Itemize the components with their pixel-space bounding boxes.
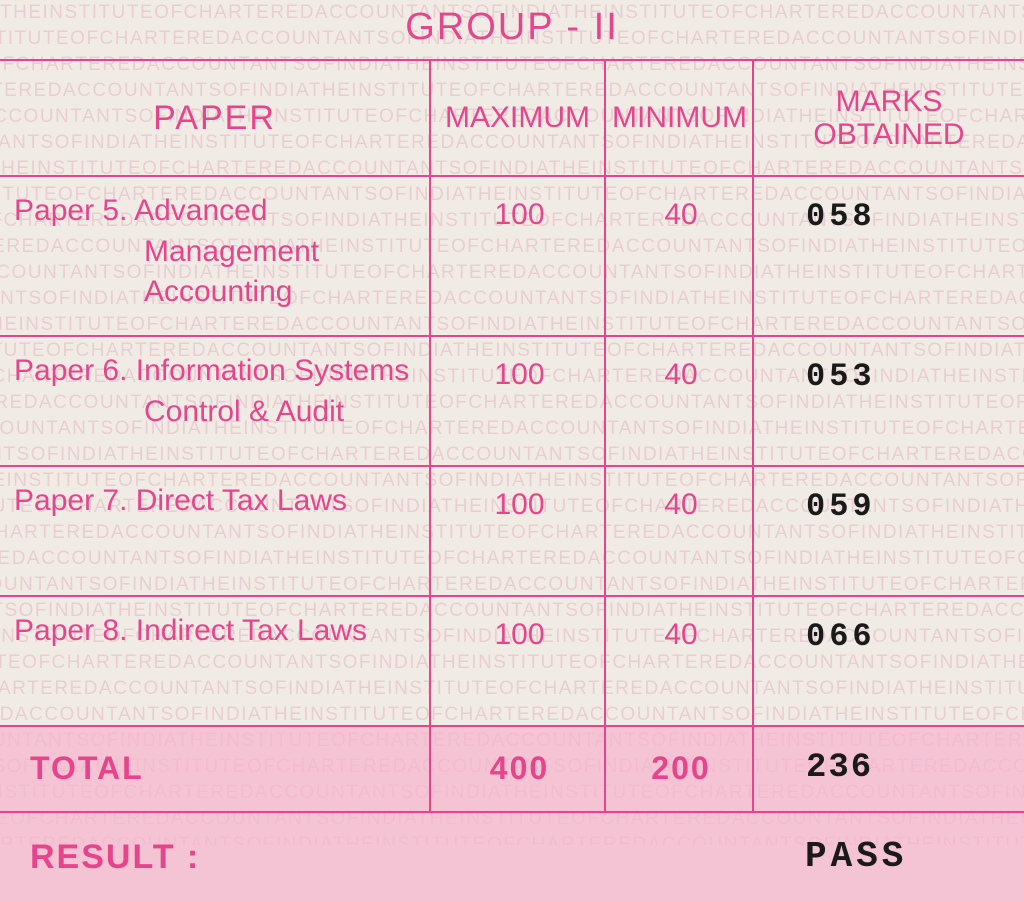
cell-paper: Paper 5. Advanced ManagementAccounting [0,176,430,336]
marks-table: PAPER MAXIMUM MINIMUM MARKSOBTAINED Pape… [0,59,1024,902]
cell-maximum: 100 [430,466,605,596]
cell-obtained: 058 [753,176,1024,336]
paper-label: Paper 8. [14,611,127,652]
paper-name-line: Accounting [14,272,419,313]
col-header-obtained: MARKSOBTAINED [753,60,1024,176]
marks-sheet: GROUP - II PAPER MAXIMUM MINIMUM MARKSOB… [0,0,1024,845]
paper-label: Paper 5. [14,191,127,232]
paper-name-line: Management [14,232,419,273]
table-row: Paper 6. Information Systems Control & Au… [0,336,1024,466]
table-row: Paper 5. Advanced ManagementAccounting 100… [0,176,1024,336]
cell-paper: Paper 7. Direct Tax Laws [0,466,430,596]
cell-minimum: 40 [605,596,753,726]
col-header-minimum: MINIMUM [605,60,753,176]
cell-obtained: 059 [753,466,1024,596]
paper-name-line: Control & Audit [14,392,419,433]
cell-paper: Paper 8. Indirect Tax Laws [0,596,430,726]
col-header-paper: PAPER [0,60,430,176]
paper-label: Paper 6. [14,351,127,392]
table-header-row: PAPER MAXIMUM MINIMUM MARKSOBTAINED [0,60,1024,176]
total-row: TOTAL400200236 [0,726,1024,812]
result-row: RESULT : PASS [0,812,1024,902]
paper-name-line: Information Systems [136,354,409,387]
paper-name-line: Direct Tax Laws [136,484,347,517]
cell-obtained: 066 [753,596,1024,726]
cell-minimum: 40 [605,336,753,466]
table-row: Paper 7. Direct Tax Laws10040059 [0,466,1024,596]
group-title: GROUP - II [0,0,1024,59]
result-label: RESULT : [0,812,430,902]
paper-name-line: Advanced [134,194,267,227]
table-row: Paper 8. Indirect Tax Laws10040066 [0,596,1024,726]
cell-minimum: 40 [605,466,753,596]
total-obtained: 236 [753,726,1024,812]
cell-maximum: 100 [430,596,605,726]
cell-minimum: 40 [605,176,753,336]
col-header-maximum: MAXIMUM [430,60,605,176]
cell-paper: Paper 6. Information Systems Control & Au… [0,336,430,466]
cell-maximum: 100 [430,336,605,466]
total-maximum: 400 [430,726,605,812]
result-value: PASS [753,812,1024,902]
cell-maximum: 100 [430,176,605,336]
cell-obtained: 053 [753,336,1024,466]
total-minimum: 200 [605,726,753,812]
paper-name-line: Indirect Tax Laws [136,614,367,647]
total-label: TOTAL [0,726,430,812]
paper-label: Paper 7. [14,481,127,522]
